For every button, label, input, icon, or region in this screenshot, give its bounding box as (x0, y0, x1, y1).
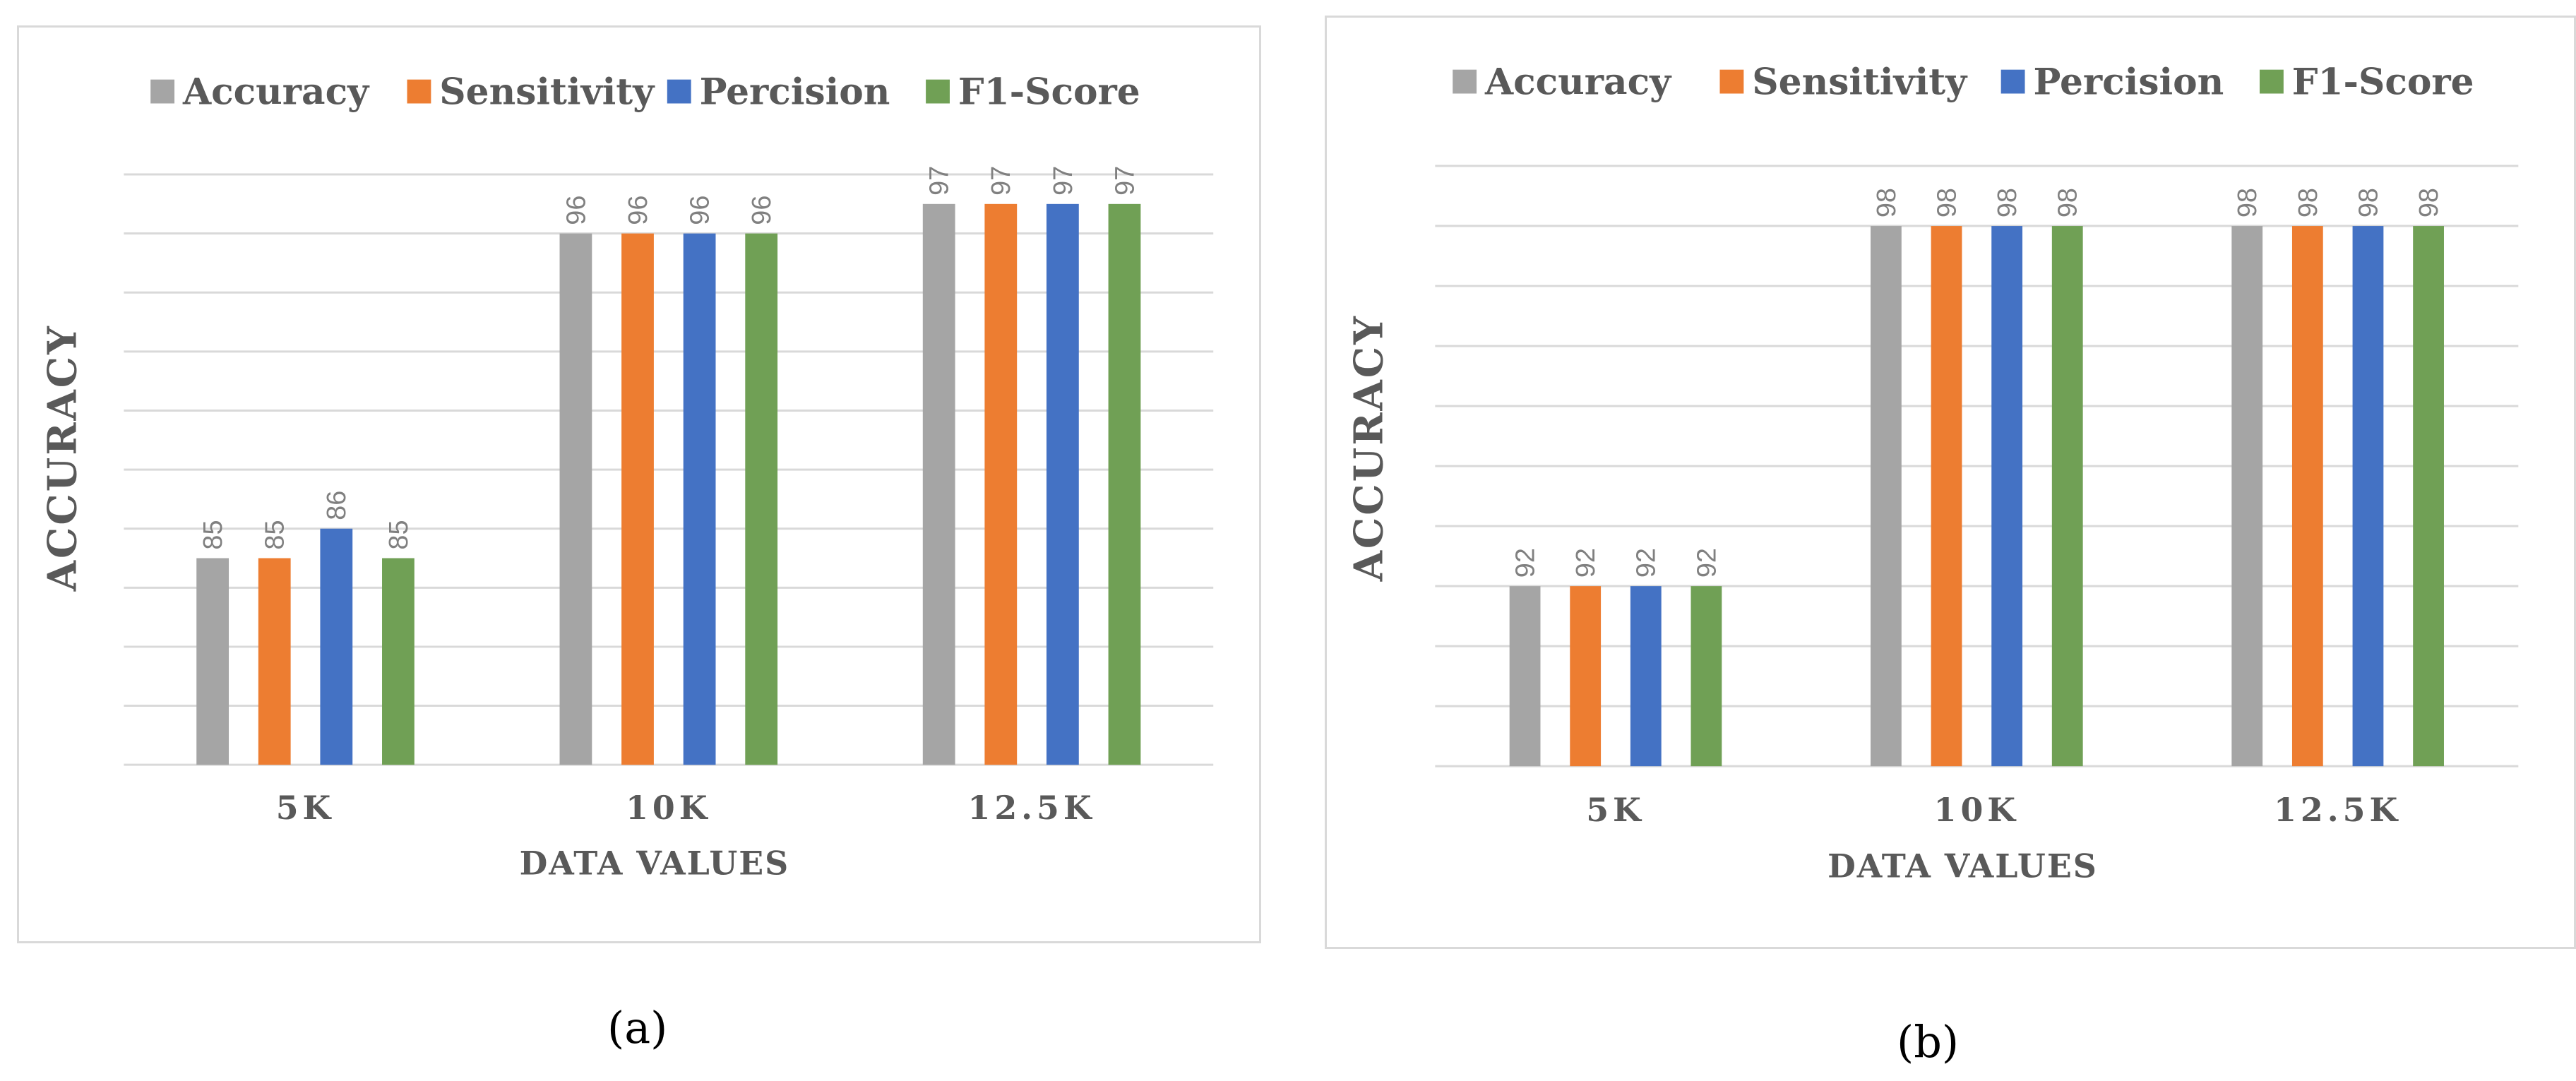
bar-f1-10K (2051, 226, 2083, 767)
y-axis-title: ACCURACY (1347, 314, 1393, 582)
bar-chart-b: Accuracy Sensitivity Percision F1-Score 92 92… (1347, 61, 2519, 885)
bar-accuracy-12.5K (922, 203, 955, 765)
bar-f1-5K (382, 558, 415, 765)
bar-percision-12.5K (2352, 226, 2384, 767)
data-label: 98 (1872, 188, 1902, 217)
bar-percision-5K (320, 528, 353, 765)
bar-sensitivity-10K (621, 233, 654, 765)
data-label: 85 (261, 520, 290, 550)
x-axis-title: DATA VALUES (1827, 847, 2098, 885)
bar-sensitivity-10K (1931, 226, 1962, 767)
bar-sensitivity-5K (1570, 586, 1602, 767)
x-axis-title: DATA VALUES (520, 844, 790, 882)
x-tick-label: 12.5K (968, 789, 1096, 827)
x-tick-label: 5K (1586, 791, 1645, 829)
bar-sensitivity-12.5K (2291, 226, 2323, 767)
bar-f1-12.5K (1108, 203, 1141, 765)
x-tick-label: 10K (1934, 791, 2020, 829)
y-axis-title: ACCURACY (40, 324, 86, 592)
legend-label-percision: Percision (2033, 61, 2224, 104)
data-label: 92 (1632, 548, 1662, 578)
bar-percision-10K (1991, 226, 2023, 767)
bar-percision-5K (1630, 586, 1662, 767)
legend-swatch-percision (2000, 69, 2025, 94)
legend-swatch-sensitivity (407, 79, 431, 104)
legend-label-accuracy: Accuracy (182, 70, 370, 113)
data-label: 98 (1932, 188, 1962, 217)
legend-swatch-accuracy (150, 79, 175, 104)
data-label: 86 (322, 491, 352, 520)
caption-b: (b) (1897, 1016, 1960, 1068)
legend-swatch-f1 (2260, 69, 2284, 94)
bar-percision-12.5K (1046, 203, 1079, 765)
data-label: 97 (1110, 166, 1140, 196)
data-label: 96 (624, 196, 653, 225)
bar-accuracy-12.5K (2231, 226, 2263, 767)
bar-f1-5K (1690, 586, 1722, 767)
data-label: 98 (1993, 188, 2022, 217)
legend-label-sensitivity: Sensitivity (439, 70, 655, 113)
data-label: 96 (747, 196, 777, 225)
legend-label-accuracy: Accuracy (1484, 61, 1672, 104)
data-label: 85 (198, 520, 228, 550)
data-label: 85 (384, 520, 414, 550)
legend-label-f1: F1-Score (2292, 61, 2474, 104)
x-tick-label: 10K (626, 789, 711, 827)
data-label: 98 (2233, 188, 2262, 217)
x-tick-label: 5K (276, 789, 335, 827)
chart-panel-b: Accuracy Sensitivity Percision F1-Score 92 92… (1325, 16, 2576, 949)
legend-swatch-accuracy (1453, 69, 1477, 94)
legend-label-sensitivity: Sensitivity (1752, 61, 1968, 104)
data-label: 98 (2294, 188, 2323, 217)
chart-panel-a: Accuracy Sensitivity Percision F1-Score 85 85… (17, 25, 1261, 943)
data-label: 98 (2414, 188, 2444, 217)
bar-f1-12.5K (2413, 226, 2444, 767)
bar-sensitivity-12.5K (984, 203, 1018, 765)
data-label: 96 (561, 196, 591, 225)
data-label: 92 (1511, 548, 1541, 578)
data-label: 92 (1692, 548, 1722, 578)
bar-accuracy-5K (196, 558, 229, 765)
bar-percision-10K (683, 233, 716, 765)
legend-swatch-f1 (926, 79, 950, 104)
data-label: 98 (2354, 188, 2383, 217)
data-label: 92 (1571, 548, 1601, 578)
data-label: 97 (1049, 166, 1078, 196)
bar-accuracy-10K (559, 233, 592, 765)
bar-accuracy-5K (1509, 586, 1541, 767)
bar-f1-10K (745, 233, 778, 765)
bar-chart-a: Accuracy Sensitivity Percision F1-Score 85 85… (40, 70, 1214, 882)
data-label: 97 (925, 166, 955, 196)
bar-accuracy-10K (1871, 226, 1902, 767)
caption-a: (a) (607, 1002, 668, 1053)
legend-label-f1: F1-Score (958, 70, 1140, 113)
data-label: 98 (2053, 188, 2083, 217)
bar-sensitivity-5K (258, 558, 291, 765)
data-label: 96 (686, 196, 715, 225)
data-label: 97 (986, 166, 1016, 196)
x-tick-label: 12.5K (2274, 791, 2402, 829)
legend-swatch-sensitivity (1719, 69, 1744, 94)
legend-label-percision: Percision (700, 70, 890, 113)
legend-swatch-percision (667, 79, 691, 104)
